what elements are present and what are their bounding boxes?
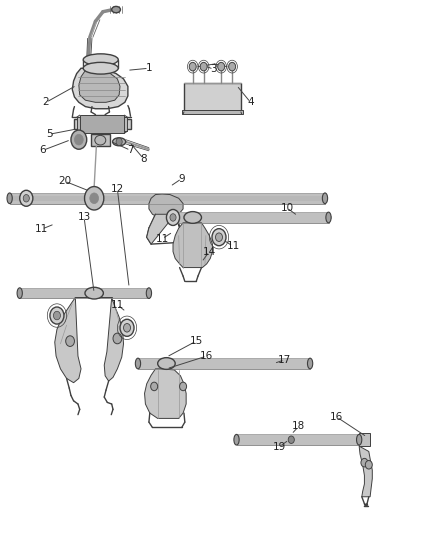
Circle shape [288, 436, 294, 443]
Ellipse shape [135, 358, 141, 369]
Circle shape [120, 319, 134, 336]
Ellipse shape [112, 6, 120, 13]
Circle shape [365, 461, 372, 469]
Text: 1: 1 [145, 63, 152, 73]
Bar [77, 117, 127, 131]
Circle shape [200, 62, 207, 71]
Text: 14: 14 [203, 247, 216, 256]
Text: 16: 16 [200, 351, 213, 361]
Text: 11: 11 [155, 234, 169, 244]
Polygon shape [173, 223, 212, 268]
Ellipse shape [307, 358, 313, 369]
Circle shape [50, 307, 64, 324]
Ellipse shape [326, 212, 331, 223]
Circle shape [212, 229, 226, 246]
Circle shape [170, 214, 176, 221]
Bar [91, 134, 110, 146]
Polygon shape [147, 214, 182, 244]
Circle shape [71, 130, 87, 149]
Text: 6: 6 [39, 146, 46, 155]
Text: 19: 19 [273, 442, 286, 451]
Circle shape [229, 62, 236, 71]
Text: 15: 15 [190, 336, 203, 346]
Text: 7: 7 [127, 146, 134, 155]
Bar [10, 193, 325, 204]
Ellipse shape [95, 135, 106, 145]
Ellipse shape [113, 138, 126, 146]
Circle shape [53, 311, 60, 320]
Text: 20: 20 [58, 176, 71, 186]
Circle shape [166, 209, 180, 225]
Circle shape [66, 336, 74, 346]
Bar [80, 115, 124, 133]
Bar [237, 434, 359, 445]
Ellipse shape [234, 434, 239, 445]
Polygon shape [149, 194, 183, 217]
Bar [184, 83, 241, 112]
Circle shape [85, 187, 104, 210]
Bar [20, 288, 149, 298]
Circle shape [361, 458, 368, 467]
Text: 5: 5 [46, 130, 53, 139]
Text: 4: 4 [247, 98, 254, 107]
Bar [182, 110, 243, 114]
Circle shape [20, 190, 33, 206]
Bar [74, 119, 131, 129]
Bar [138, 358, 310, 369]
Circle shape [23, 195, 29, 202]
Text: 13: 13 [78, 213, 91, 222]
Circle shape [90, 193, 99, 204]
Polygon shape [72, 68, 128, 109]
Ellipse shape [7, 193, 12, 204]
Circle shape [113, 333, 122, 344]
Polygon shape [79, 70, 120, 102]
Circle shape [189, 62, 196, 71]
Text: 11: 11 [226, 241, 240, 251]
Circle shape [116, 138, 122, 146]
Ellipse shape [83, 54, 118, 66]
Text: 18: 18 [292, 422, 305, 431]
Text: 10: 10 [280, 203, 293, 213]
Ellipse shape [184, 212, 201, 223]
Circle shape [180, 382, 187, 391]
Ellipse shape [146, 288, 152, 298]
Text: 11: 11 [111, 300, 124, 310]
Text: 8: 8 [140, 154, 147, 164]
Ellipse shape [322, 193, 328, 204]
Text: 11: 11 [35, 224, 48, 234]
Ellipse shape [357, 434, 362, 445]
Ellipse shape [168, 213, 172, 222]
Ellipse shape [17, 288, 22, 298]
Circle shape [215, 233, 223, 241]
Text: 16: 16 [330, 412, 343, 422]
Text: 9: 9 [178, 174, 185, 183]
Polygon shape [145, 369, 186, 418]
Ellipse shape [83, 62, 118, 74]
Ellipse shape [158, 358, 175, 369]
Text: 12: 12 [111, 184, 124, 194]
Circle shape [124, 324, 131, 332]
Bar [170, 212, 328, 223]
Ellipse shape [85, 287, 103, 299]
Polygon shape [359, 446, 372, 497]
Circle shape [218, 62, 225, 71]
Bar [359, 433, 370, 446]
Polygon shape [104, 297, 124, 381]
Polygon shape [55, 297, 81, 383]
Text: 2: 2 [42, 98, 49, 107]
Text: 3: 3 [210, 64, 217, 74]
Circle shape [151, 382, 158, 391]
Circle shape [74, 134, 83, 145]
Text: 17: 17 [278, 355, 291, 365]
